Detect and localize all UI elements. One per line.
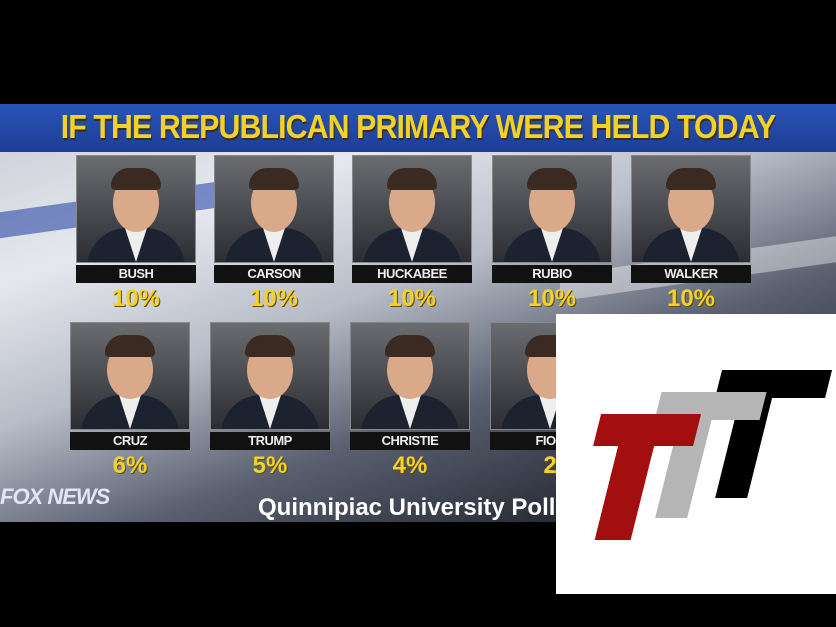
candidate-name: CRUZ xyxy=(70,432,190,450)
poll-source: Quinnipiac University Poll xyxy=(258,494,556,521)
candidate-percent: 5% xyxy=(252,452,288,479)
candidate-name: CHRISTIE xyxy=(350,432,470,450)
candidate-name: RUBIO xyxy=(492,265,612,283)
candidate-photo xyxy=(214,155,334,263)
candidate-card: CHRISTIE 4% xyxy=(350,322,470,480)
candidate-photo xyxy=(70,322,190,430)
candidate-percent: 10% xyxy=(666,285,716,312)
candidate-name: TRUMP xyxy=(210,432,330,450)
candidate-photo xyxy=(492,155,612,263)
candidate-card: WALKER 10% xyxy=(631,155,751,313)
ttt-logo xyxy=(556,314,836,594)
candidate-percent: 10% xyxy=(527,285,577,312)
candidate-photo xyxy=(350,322,470,430)
candidate-photo xyxy=(631,155,751,263)
candidate-card: CARSON 10% xyxy=(214,155,334,313)
candidate-card: BUSH 10% xyxy=(76,155,196,313)
candidate-percent: 10% xyxy=(111,285,161,312)
candidate-card: RUBIO 10% xyxy=(492,155,612,313)
candidate-photo xyxy=(210,322,330,430)
candidate-percent: 4% xyxy=(392,452,428,479)
candidate-percent: 6% xyxy=(112,452,148,479)
candidate-card: HUCKABEE 10% xyxy=(352,155,472,313)
candidate-card: CRUZ 6% xyxy=(70,322,190,480)
candidate-photo xyxy=(76,155,196,263)
candidate-name: BUSH xyxy=(76,265,196,283)
candidate-card: TRUMP 5% xyxy=(210,322,330,480)
candidate-percent: 10% xyxy=(249,285,299,312)
fox-news-logo: FOX NEWS xyxy=(0,484,110,509)
graphic-title: IF THE REPUBLICAN PRIMARY WERE HELD TODA… xyxy=(60,108,777,145)
candidate-percent: 2 xyxy=(543,452,557,479)
candidate-name: WALKER xyxy=(631,265,751,283)
t-red-stem xyxy=(594,414,663,540)
tv-graphic: IF THE REPUBLICAN PRIMARY WERE HELD TODA… xyxy=(0,104,836,522)
t-gray-stem xyxy=(655,392,719,518)
candidate-percent: 10% xyxy=(387,285,437,312)
title-bar xyxy=(0,104,836,152)
candidate-name: HUCKABEE xyxy=(352,265,472,283)
candidate-name: CARSON xyxy=(214,265,334,283)
candidate-photo xyxy=(352,155,472,263)
